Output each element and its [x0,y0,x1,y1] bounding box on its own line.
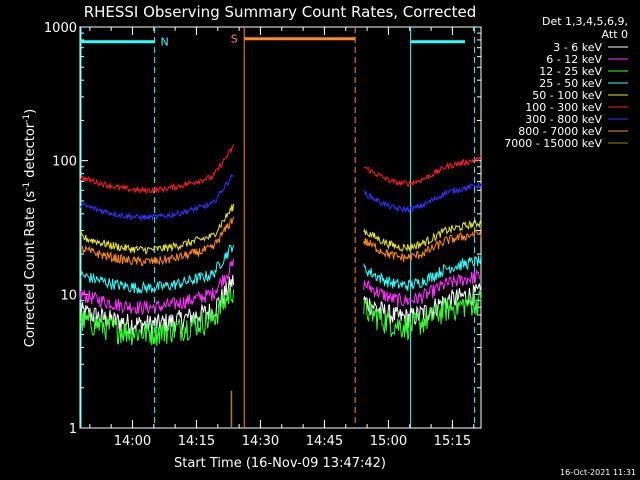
legend-label: 100 - 300 keV [525,101,602,114]
y-tick-label: 1000 [44,21,77,36]
y-axis-label-sup: -1 [22,114,32,123]
y-axis-label: Corrected Count Rate (s-1 detector-1) [22,109,38,347]
series-line [79,216,482,266]
series-line [79,203,482,255]
plot-frame [79,26,482,429]
legend-label: 800 - 7000 keV [518,125,602,138]
night-interval-label: N [161,36,169,49]
legend-label: 7000 - 15000 keV [504,137,602,150]
y-axis-label-sup: -1 [22,182,32,191]
x-tick-label: 15:00 [370,434,407,449]
y-tick-label: 10 [60,288,77,303]
legend-label: 50 - 100 keV [532,89,602,102]
y-tick-label: 100 [52,155,77,170]
legend-header: Det 1,3,4,5,6,9, [542,15,628,28]
x-tick-label: 14:00 [114,434,151,449]
series-line [79,144,482,195]
legend-label: 3 - 6 keV [553,41,602,54]
footer-timestamp: 16-Oct-2021 11:31 [560,468,636,477]
y-axis-label-part: detector [23,122,38,182]
x-tick-label: 14:45 [306,434,343,449]
series-line [79,173,482,221]
series-line [79,244,482,294]
x-tick-label: 14:30 [242,434,279,449]
series-line [79,284,482,346]
y-axis-label-part: Corrected Count Rate (s [23,191,38,348]
saa-interval-label: S [231,33,238,46]
legend-header: Att 0 [602,28,628,41]
series-line [79,258,482,316]
y-tick-label: 1 [69,422,77,437]
x-tick-label: 14:15 [178,434,215,449]
legend-label: 6 - 12 keV [546,53,602,66]
legend-label: 25 - 50 keV [539,77,602,90]
x-tick-label: 15:15 [434,434,471,449]
legend-label: 300 - 800 keV [525,113,602,126]
series-line [79,275,482,336]
x-axis-label: Start Time (16-Nov-09 13:47:42) [174,456,386,471]
plot-area: 1 10 100 1000 14:00 14:15 14:30 14:45 15:00 15:15… [44,21,482,449]
legend-label: 12 - 25 keV [539,65,602,78]
y-axis-label-part: ) [23,109,38,114]
chart-title: RHESSI Observing Summary Count Rates, Co… [84,3,477,21]
